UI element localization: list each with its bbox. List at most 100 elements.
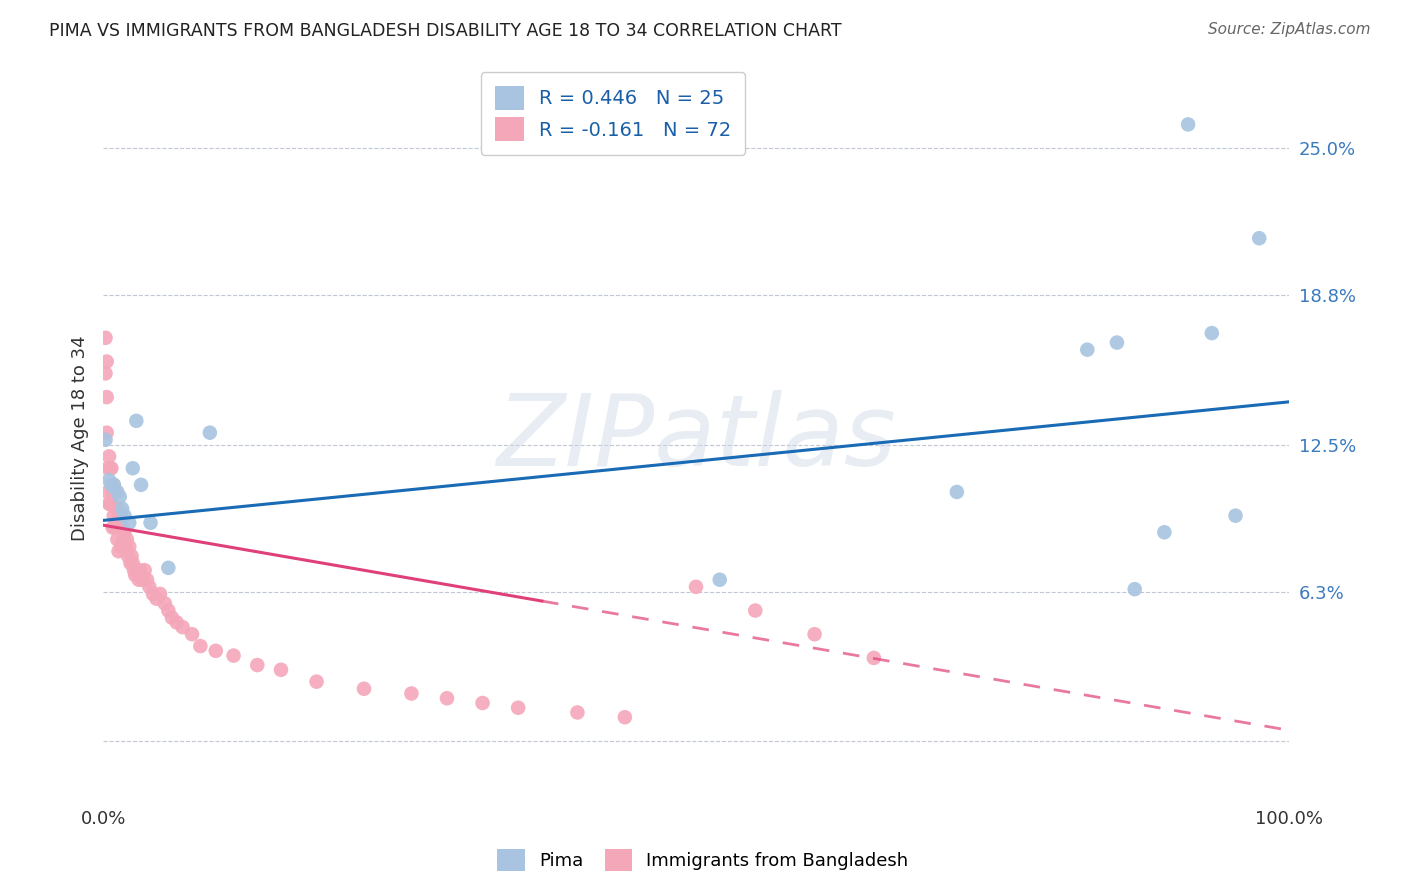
Point xyxy=(1105,335,1128,350)
Point xyxy=(613,710,636,724)
Point xyxy=(709,573,731,587)
Point xyxy=(103,478,125,492)
Point xyxy=(270,663,292,677)
Point xyxy=(946,485,969,500)
Text: PIMA VS IMMIGRANTS FROM BANGLADESH DISABILITY AGE 18 TO 34 CORRELATION CHART: PIMA VS IMMIGRANTS FROM BANGLADESH DISAB… xyxy=(49,22,842,40)
Point xyxy=(103,478,125,492)
Y-axis label: Disability Age 18 to 34: Disability Age 18 to 34 xyxy=(72,335,89,541)
Point xyxy=(685,580,707,594)
Point xyxy=(96,354,118,368)
Point xyxy=(149,587,172,601)
Point xyxy=(181,627,204,641)
Point xyxy=(97,461,120,475)
Point xyxy=(863,651,886,665)
Point xyxy=(101,485,124,500)
Point xyxy=(134,563,156,577)
Point xyxy=(125,563,148,577)
Point xyxy=(436,691,458,706)
Point xyxy=(110,508,132,523)
Point xyxy=(96,390,118,404)
Point xyxy=(118,540,141,554)
Point xyxy=(129,478,152,492)
Point xyxy=(104,520,127,534)
Point xyxy=(160,610,183,624)
Point xyxy=(98,450,121,464)
Point xyxy=(401,686,423,700)
Point xyxy=(100,478,122,492)
Point xyxy=(112,533,135,547)
Point xyxy=(107,544,129,558)
Point xyxy=(1249,231,1271,245)
Point xyxy=(100,497,122,511)
Point xyxy=(567,706,589,720)
Point xyxy=(111,520,134,534)
Point xyxy=(128,563,150,577)
Point xyxy=(166,615,188,630)
Point xyxy=(1177,117,1199,131)
Point xyxy=(98,461,121,475)
Point xyxy=(110,540,132,554)
Point xyxy=(97,485,120,500)
Point xyxy=(157,603,180,617)
Point xyxy=(94,331,117,345)
Point xyxy=(115,533,138,547)
Point xyxy=(114,540,136,554)
Point xyxy=(94,433,117,447)
Text: Source: ZipAtlas.com: Source: ZipAtlas.com xyxy=(1208,22,1371,37)
Point xyxy=(104,485,127,500)
Point xyxy=(204,644,226,658)
Point xyxy=(246,658,269,673)
Point xyxy=(222,648,245,663)
Point xyxy=(100,461,122,475)
Point xyxy=(103,508,125,523)
Point xyxy=(105,501,128,516)
Point xyxy=(121,549,143,563)
Point xyxy=(139,516,162,530)
Point xyxy=(1153,525,1175,540)
Point xyxy=(145,591,167,606)
Point xyxy=(198,425,221,440)
Point xyxy=(111,501,134,516)
Point xyxy=(98,497,121,511)
Point xyxy=(105,533,128,547)
Point xyxy=(172,620,194,634)
Legend: Pima, Immigrants from Bangladesh: Pima, Immigrants from Bangladesh xyxy=(491,842,915,879)
Point xyxy=(508,700,530,714)
Point xyxy=(94,367,117,381)
Point xyxy=(96,425,118,440)
Point xyxy=(353,681,375,696)
Point xyxy=(744,603,766,617)
Text: ZIPatlas: ZIPatlas xyxy=(496,390,896,487)
Point xyxy=(142,587,165,601)
Point xyxy=(121,556,143,570)
Point xyxy=(153,596,176,610)
Point xyxy=(118,516,141,530)
Point xyxy=(190,639,212,653)
Point xyxy=(98,473,121,487)
Point xyxy=(124,568,146,582)
Point xyxy=(1201,326,1223,340)
Point xyxy=(101,520,124,534)
Point xyxy=(108,490,131,504)
Point xyxy=(305,674,328,689)
Legend: R = 0.446   N = 25, R = -0.161   N = 72: R = 0.446 N = 25, R = -0.161 N = 72 xyxy=(481,72,745,154)
Point xyxy=(120,556,142,570)
Point xyxy=(121,461,143,475)
Point xyxy=(131,573,153,587)
Point xyxy=(105,485,128,500)
Point xyxy=(471,696,494,710)
Point xyxy=(105,501,128,516)
Point xyxy=(125,414,148,428)
Point xyxy=(108,516,131,530)
Point xyxy=(98,497,121,511)
Point xyxy=(114,525,136,540)
Point xyxy=(117,549,139,563)
Point xyxy=(157,561,180,575)
Point xyxy=(107,508,129,523)
Point xyxy=(1076,343,1098,357)
Point xyxy=(1225,508,1247,523)
Point xyxy=(138,580,160,594)
Point xyxy=(114,508,136,523)
Point xyxy=(136,573,159,587)
Point xyxy=(122,563,145,577)
